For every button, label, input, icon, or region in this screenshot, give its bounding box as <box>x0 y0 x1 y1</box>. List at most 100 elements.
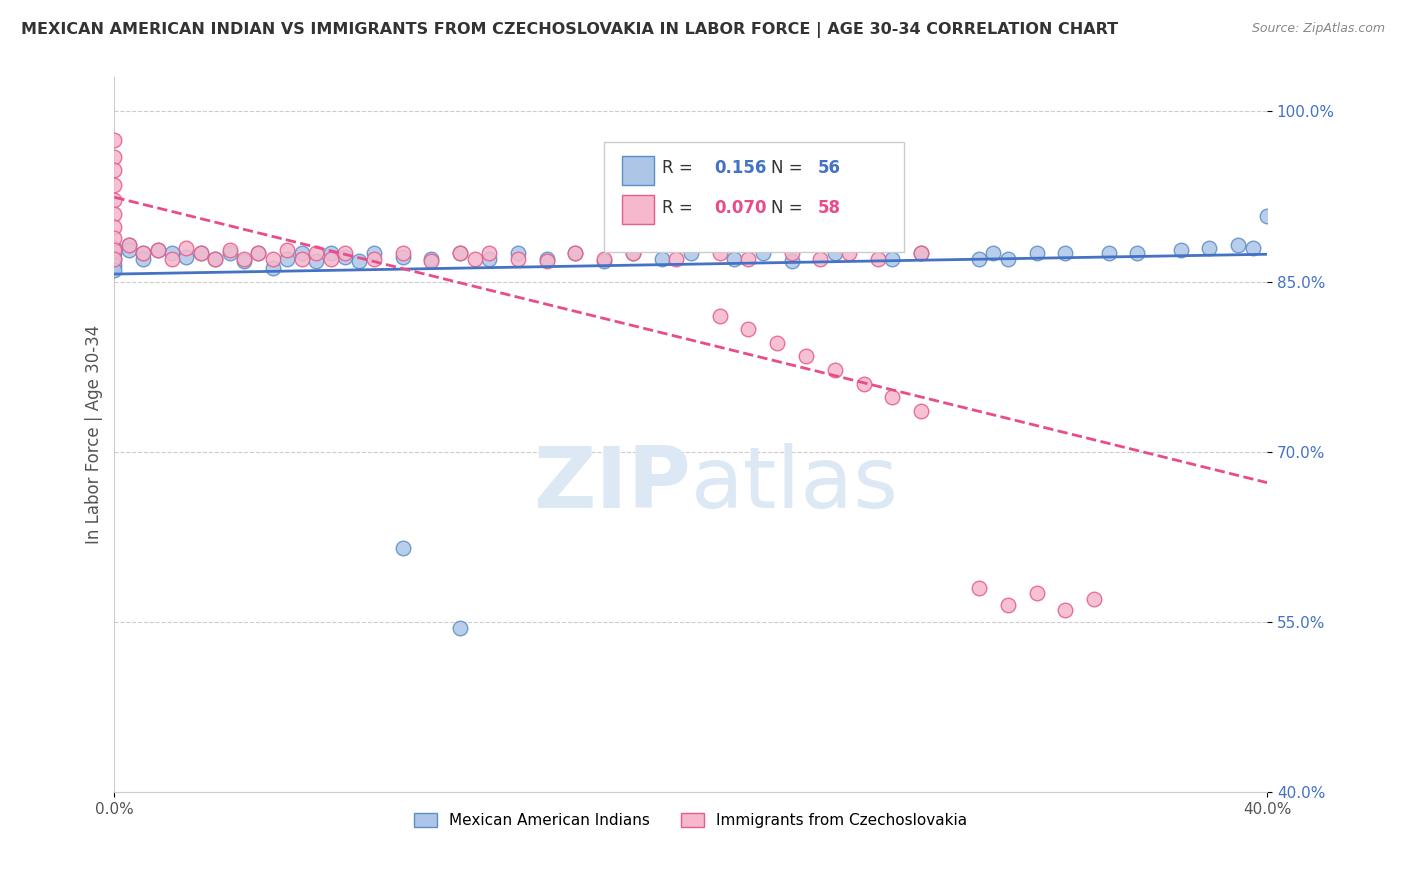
Point <box>780 254 803 268</box>
Point <box>679 246 702 260</box>
Point <box>766 335 789 350</box>
Point <box>1227 238 1250 252</box>
Text: Source: ZipAtlas.com: Source: ZipAtlas.com <box>1251 22 1385 36</box>
FancyBboxPatch shape <box>605 142 904 252</box>
Point <box>1126 246 1149 260</box>
Point <box>564 246 586 260</box>
Point <box>967 581 990 595</box>
Point <box>464 252 486 266</box>
Point <box>1025 586 1047 600</box>
Point <box>247 246 270 260</box>
Y-axis label: In Labor Force | Age 30-34: In Labor Force | Age 30-34 <box>86 325 103 544</box>
Point <box>780 246 803 260</box>
Point <box>621 246 644 260</box>
Text: atlas: atlas <box>690 443 898 526</box>
Point <box>204 252 226 266</box>
Text: R =: R = <box>662 199 697 217</box>
Text: MEXICAN AMERICAN INDIAN VS IMMIGRANTS FROM CZECHOSLOVAKIA IN LABOR FORCE | AGE 3: MEXICAN AMERICAN INDIAN VS IMMIGRANTS FR… <box>21 22 1118 38</box>
Point <box>737 252 759 266</box>
Point <box>752 246 775 260</box>
Point <box>1170 243 1192 257</box>
Point <box>449 620 471 634</box>
Text: N =: N = <box>772 159 808 178</box>
Text: 56: 56 <box>817 159 841 178</box>
Point <box>882 390 904 404</box>
Point <box>882 252 904 266</box>
Point <box>103 263 125 277</box>
Point <box>997 598 1019 612</box>
Point <box>1025 246 1047 260</box>
Point <box>593 254 616 268</box>
Point <box>176 250 198 264</box>
Point <box>146 243 169 257</box>
Point <box>709 246 731 260</box>
Point <box>420 254 443 268</box>
Point <box>190 246 212 260</box>
Point <box>621 246 644 260</box>
Point <box>262 260 284 275</box>
Point <box>103 252 125 266</box>
Point <box>132 246 155 260</box>
Text: 58: 58 <box>817 199 841 217</box>
Point <box>190 246 212 260</box>
Point <box>420 252 443 266</box>
Point <box>363 246 385 260</box>
Point <box>160 252 183 266</box>
Point <box>276 243 298 257</box>
Text: 0.070: 0.070 <box>714 199 766 217</box>
Point <box>723 252 745 266</box>
Point <box>391 246 413 260</box>
Point <box>391 541 413 555</box>
Point <box>103 246 125 260</box>
Point <box>838 246 860 260</box>
Point <box>291 246 314 260</box>
Point <box>103 178 125 193</box>
Point <box>103 243 125 257</box>
Point <box>118 238 141 252</box>
Text: 0.156: 0.156 <box>714 159 766 178</box>
Point <box>709 309 731 323</box>
Point <box>564 246 586 260</box>
Point <box>103 258 125 272</box>
Point <box>204 252 226 266</box>
Text: R =: R = <box>662 159 697 178</box>
Point <box>824 246 846 260</box>
Point <box>103 193 125 207</box>
Point <box>866 252 889 266</box>
Point <box>118 243 141 257</box>
Point <box>449 246 471 260</box>
Point <box>333 246 356 260</box>
Point <box>103 231 125 245</box>
Point <box>808 252 831 266</box>
Point <box>103 220 125 235</box>
Point <box>363 252 385 266</box>
Point <box>176 241 198 255</box>
Point <box>218 243 240 257</box>
Point <box>103 241 125 255</box>
Point <box>1083 592 1105 607</box>
Point <box>391 250 413 264</box>
Point <box>1054 246 1077 260</box>
Point <box>593 252 616 266</box>
Point <box>146 243 169 257</box>
Point <box>997 252 1019 266</box>
Point <box>319 246 342 260</box>
Point <box>665 252 688 266</box>
Point <box>478 246 501 260</box>
Point <box>103 133 125 147</box>
Point <box>824 363 846 377</box>
Point <box>1054 603 1077 617</box>
Point <box>506 252 529 266</box>
Legend: Mexican American Indians, Immigrants from Czechoslovakia: Mexican American Indians, Immigrants fro… <box>408 807 973 834</box>
Point <box>103 206 125 220</box>
Point <box>305 246 328 260</box>
Point <box>103 252 125 266</box>
Point <box>305 254 328 268</box>
Point <box>333 250 356 264</box>
Point <box>233 252 256 266</box>
Point <box>910 404 932 418</box>
Point <box>910 246 932 260</box>
Point <box>103 163 125 178</box>
Point <box>1097 246 1119 260</box>
Point <box>794 350 817 364</box>
